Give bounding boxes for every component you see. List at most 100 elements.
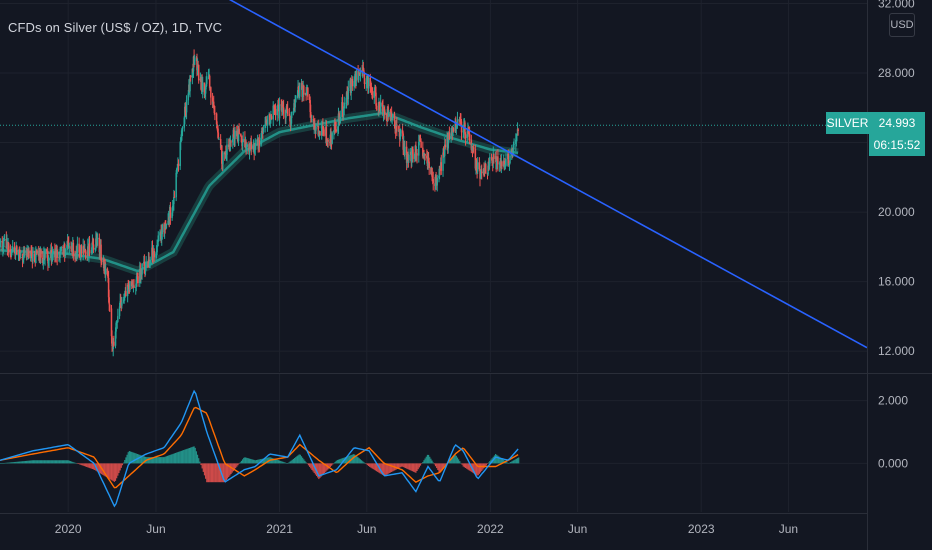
candle-body — [394, 121, 396, 129]
candle-body — [416, 153, 418, 156]
candle-body — [378, 101, 381, 110]
candle-body — [2, 240, 5, 247]
candle-body — [86, 253, 88, 255]
candle-body — [82, 246, 84, 254]
histogram-bar — [341, 458, 343, 464]
candle-body — [370, 86, 373, 91]
histogram-bar — [119, 463, 121, 471]
candle-body — [286, 108, 289, 114]
candle-body — [470, 140, 473, 150]
candle-body — [217, 132, 220, 140]
candle-body — [250, 141, 253, 149]
histogram-bar — [275, 459, 277, 464]
histogram-bar — [494, 453, 497, 464]
candle-body — [322, 125, 324, 130]
histogram-bar — [302, 457, 304, 464]
histogram-bar — [94, 463, 96, 471]
candle-body — [226, 144, 228, 155]
candle-body — [11, 250, 13, 252]
histogram-bar — [205, 463, 207, 479]
histogram-bar — [172, 453, 174, 464]
candle-body — [215, 113, 218, 125]
candle-body — [155, 252, 158, 254]
candle-body — [91, 247, 93, 253]
histogram-bar — [244, 457, 246, 464]
histogram-bar — [44, 460, 46, 464]
candle-body — [504, 165, 507, 167]
histogram-bar — [455, 455, 457, 464]
candle-body — [46, 249, 48, 252]
candle-body — [218, 139, 220, 140]
candle-body — [387, 111, 390, 117]
candle-body — [2, 246, 4, 251]
histogram-bar — [513, 460, 515, 464]
candle-body — [52, 250, 54, 253]
histogram-bar — [441, 463, 444, 470]
histogram-bar — [150, 457, 152, 464]
price-axis-tick-label: 16.000 — [878, 275, 915, 289]
candle-body — [164, 225, 166, 227]
candle-body — [491, 158, 493, 164]
candle-body — [390, 113, 393, 121]
histogram-bar — [262, 458, 264, 464]
histogram-bar — [406, 463, 408, 469]
candle-body — [141, 263, 143, 275]
histogram-bar — [225, 463, 228, 480]
histogram-bar — [508, 462, 511, 464]
histogram-bar — [250, 458, 252, 464]
histogram-bar — [263, 458, 266, 464]
histogram-bar — [174, 452, 177, 464]
candle-body — [189, 75, 191, 92]
histogram-bar — [211, 463, 214, 483]
histogram-bar — [113, 463, 115, 482]
histogram-bar — [195, 451, 197, 464]
histogram-bar — [43, 460, 45, 464]
candle-body — [407, 159, 410, 161]
candle-body — [64, 248, 67, 257]
candle-body — [42, 258, 45, 264]
histogram-bar — [462, 463, 464, 467]
histogram-bar — [51, 460, 53, 464]
candle-body — [270, 116, 273, 120]
candle-body — [286, 106, 288, 109]
candle-body — [413, 153, 416, 159]
histogram-bar — [179, 451, 181, 464]
candle-body — [145, 261, 147, 266]
histogram-bar — [427, 454, 430, 464]
candle-body — [161, 224, 164, 235]
candle-body — [196, 57, 198, 71]
histogram-bar — [164, 456, 166, 464]
candle-body — [455, 126, 458, 129]
candle-body — [76, 252, 78, 254]
histogram-bar — [278, 460, 281, 464]
candle-body — [359, 70, 362, 74]
candle-body — [320, 126, 323, 136]
histogram-bar — [503, 459, 505, 464]
histogram-bar — [373, 463, 375, 470]
candle-body — [36, 249, 38, 254]
histogram-bar — [89, 463, 91, 469]
histogram-bar — [399, 463, 401, 468]
candle-body — [44, 249, 46, 259]
candle-body — [341, 101, 344, 110]
histogram-bar — [297, 455, 299, 464]
candle-body — [268, 114, 271, 123]
candle-body — [153, 250, 155, 258]
histogram-bar — [285, 462, 288, 464]
histogram-bar — [439, 463, 441, 473]
histogram-bar — [409, 463, 411, 471]
histogram-bar — [287, 463, 289, 464]
candle-body — [245, 141, 247, 150]
time-axis-tick-label: 2020 — [55, 522, 82, 536]
candle-body — [435, 175, 437, 179]
bar-countdown: 06:15:52 — [873, 138, 921, 152]
histogram-bar — [40, 460, 43, 464]
candle-body — [180, 137, 182, 143]
candle-body — [404, 146, 406, 156]
candle-body — [319, 131, 321, 136]
histogram-bar — [476, 463, 478, 476]
currency-badge[interactable]: USD — [889, 13, 915, 37]
candle-body — [83, 246, 85, 248]
candle-body — [184, 106, 187, 113]
